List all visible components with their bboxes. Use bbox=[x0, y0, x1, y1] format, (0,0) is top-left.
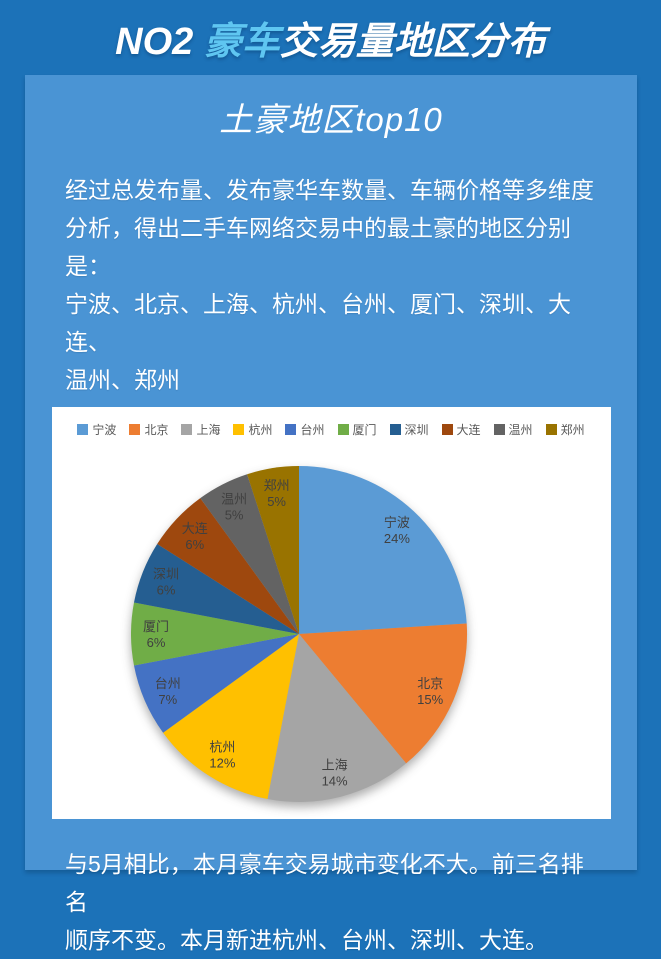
legend-swatch bbox=[233, 424, 245, 435]
footer-paragraph: 与5月相比，本月豪车交易城市变化不大。前三名排名 顺序不变。本月新进杭州、台州、… bbox=[65, 851, 584, 953]
legend-swatch bbox=[77, 424, 89, 435]
pie-chart: 宁波 24% 北京 15% 上海 14% 杭州 12% 台州 7% 厦门 6% 深圳 6%大连 6% 温州 5%… bbox=[130, 466, 467, 802]
chart-card: 宁波 北京 上海 杭州 台州 厦门 深圳 大连 温州 郑州 宁波 24% 北京 15% 上海 14% 杭州 12… bbox=[51, 407, 611, 819]
legend-item: 郑州 bbox=[545, 421, 585, 438]
legend-item: 台州 bbox=[285, 421, 325, 438]
legend-label: 大连 bbox=[456, 423, 481, 437]
pie-slice-label: 郑州 5% bbox=[263, 478, 289, 509]
legend-swatch bbox=[545, 424, 557, 435]
legend-swatch bbox=[181, 424, 193, 435]
pie-slice bbox=[267, 634, 406, 802]
pie-slice bbox=[246, 466, 299, 634]
pie-slice bbox=[199, 474, 299, 634]
pie-slice-label: 杭州 12% bbox=[209, 740, 235, 771]
legend-item: 上海 bbox=[181, 421, 220, 438]
legend-item: 大连 bbox=[441, 421, 481, 438]
pie-slice-label: 温州 5% bbox=[221, 492, 247, 523]
pie-slice-label: 宁波 24% bbox=[383, 515, 409, 546]
legend-swatch bbox=[441, 424, 453, 435]
pie-slice-label: 上海 14% bbox=[321, 758, 347, 789]
legend-label: 杭州 bbox=[248, 423, 273, 437]
legend-label: 北京 bbox=[144, 423, 169, 437]
content-panel: 土豪地区top10 经过总发布量、发布豪华车数量、车辆价格等多维度 分析，得出二… bbox=[25, 75, 637, 953]
legend-label: 深圳 bbox=[404, 423, 429, 437]
page-title-suffix: 交易量地区分布 bbox=[279, 21, 546, 63]
pie-slice-label: 厦门 6% bbox=[142, 619, 168, 650]
legend-item: 厦门 bbox=[337, 421, 377, 438]
page-title-highlight: 豪车 bbox=[203, 21, 280, 63]
legend-label: 宁波 bbox=[92, 423, 117, 437]
pie-slice-label: 大连 6% bbox=[181, 521, 207, 552]
pie-slice bbox=[133, 544, 299, 634]
pie-slice bbox=[156, 498, 299, 634]
legend-item: 北京 bbox=[129, 421, 168, 438]
pie-slice bbox=[298, 623, 467, 764]
legend-label: 上海 bbox=[196, 423, 221, 437]
legend-item: 深圳 bbox=[389, 421, 429, 438]
chart-legend: 宁波 北京 上海 杭州 台州 厦门 深圳 大连 温州 郑州 bbox=[52, 421, 611, 438]
page-title: NO2 豪车交易量地区分布 bbox=[115, 10, 546, 65]
page-subtitle: 土豪地区top10 bbox=[219, 101, 443, 138]
legend-label: 郑州 bbox=[560, 423, 585, 437]
legend-label: 台州 bbox=[300, 423, 325, 437]
page-title-prefix: NO2 bbox=[115, 21, 204, 63]
legend-label: 温州 bbox=[508, 423, 533, 437]
header: NO2 豪车交易量地区分布 bbox=[0, 0, 661, 75]
legend-swatch bbox=[285, 424, 297, 435]
intro-paragraph: 经过总发布量、发布豪华车数量、车辆价格等多维度 分析，得出二手车网络交易中的最土… bbox=[65, 177, 594, 393]
legend-item: 杭州 bbox=[233, 421, 272, 438]
pie-slice-label: 深圳 6% bbox=[152, 566, 178, 597]
legend-swatch bbox=[493, 424, 505, 435]
legend-item: 宁波 bbox=[77, 421, 116, 438]
legend-swatch bbox=[389, 424, 401, 435]
legend-label: 厦门 bbox=[352, 423, 377, 437]
pie-slice bbox=[162, 634, 299, 799]
pie-slice bbox=[133, 634, 299, 733]
pie-slice bbox=[130, 602, 299, 666]
pie-slice bbox=[298, 466, 467, 634]
legend-item: 温州 bbox=[493, 421, 533, 438]
pie-slice-label: 台州 7% bbox=[154, 676, 180, 707]
pie-slice-label: 北京 15% bbox=[417, 676, 443, 707]
legend-swatch bbox=[337, 424, 349, 435]
legend-swatch bbox=[129, 424, 141, 435]
